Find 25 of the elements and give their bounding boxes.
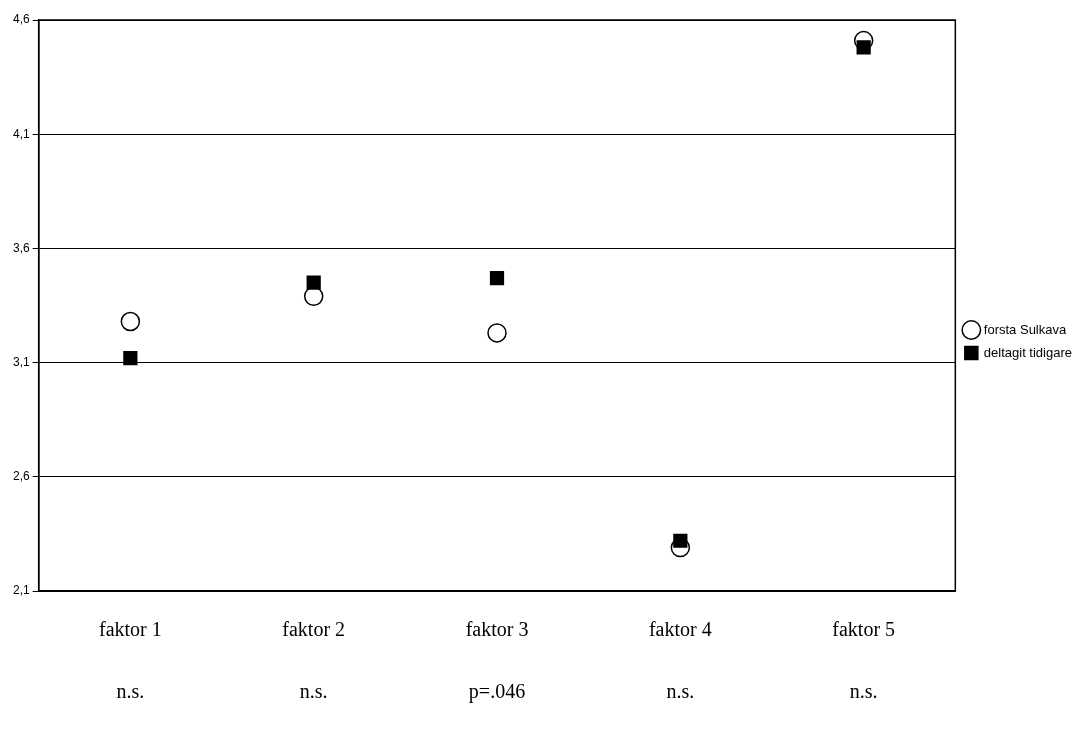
x-tick-label: faktor 2 [282,618,346,641]
x-tick-label: faktor 3 [465,618,529,641]
point [487,323,507,343]
point [670,537,691,558]
point [123,350,138,366]
text: n.s. [849,680,878,703]
y-tick-label: 4,1 [12,126,30,141]
text: n.s. [299,680,328,703]
text: p=.046 [468,680,526,704]
text: n.s. [666,680,695,703]
y-tick-label: 2,6 [12,469,30,484]
y-tick-label: 4,6 [12,12,30,27]
point [853,30,874,51]
x-tick-label: faktor 4 [648,618,712,641]
text: n.s. [116,680,145,703]
legend-label: forsta Sulkava [983,321,1067,337]
legend-label: deltagit tidigare [983,344,1072,360]
point [303,286,324,307]
x-tick-label: faktor 5 [832,618,896,641]
point [120,311,141,332]
y-tick-label: 3,6 [12,240,30,255]
y-tick-label: 2,1 [12,583,30,598]
x-tick-label: faktor 1 [98,618,162,641]
y-tick-label: 3,1 [12,354,30,369]
point [489,270,505,286]
